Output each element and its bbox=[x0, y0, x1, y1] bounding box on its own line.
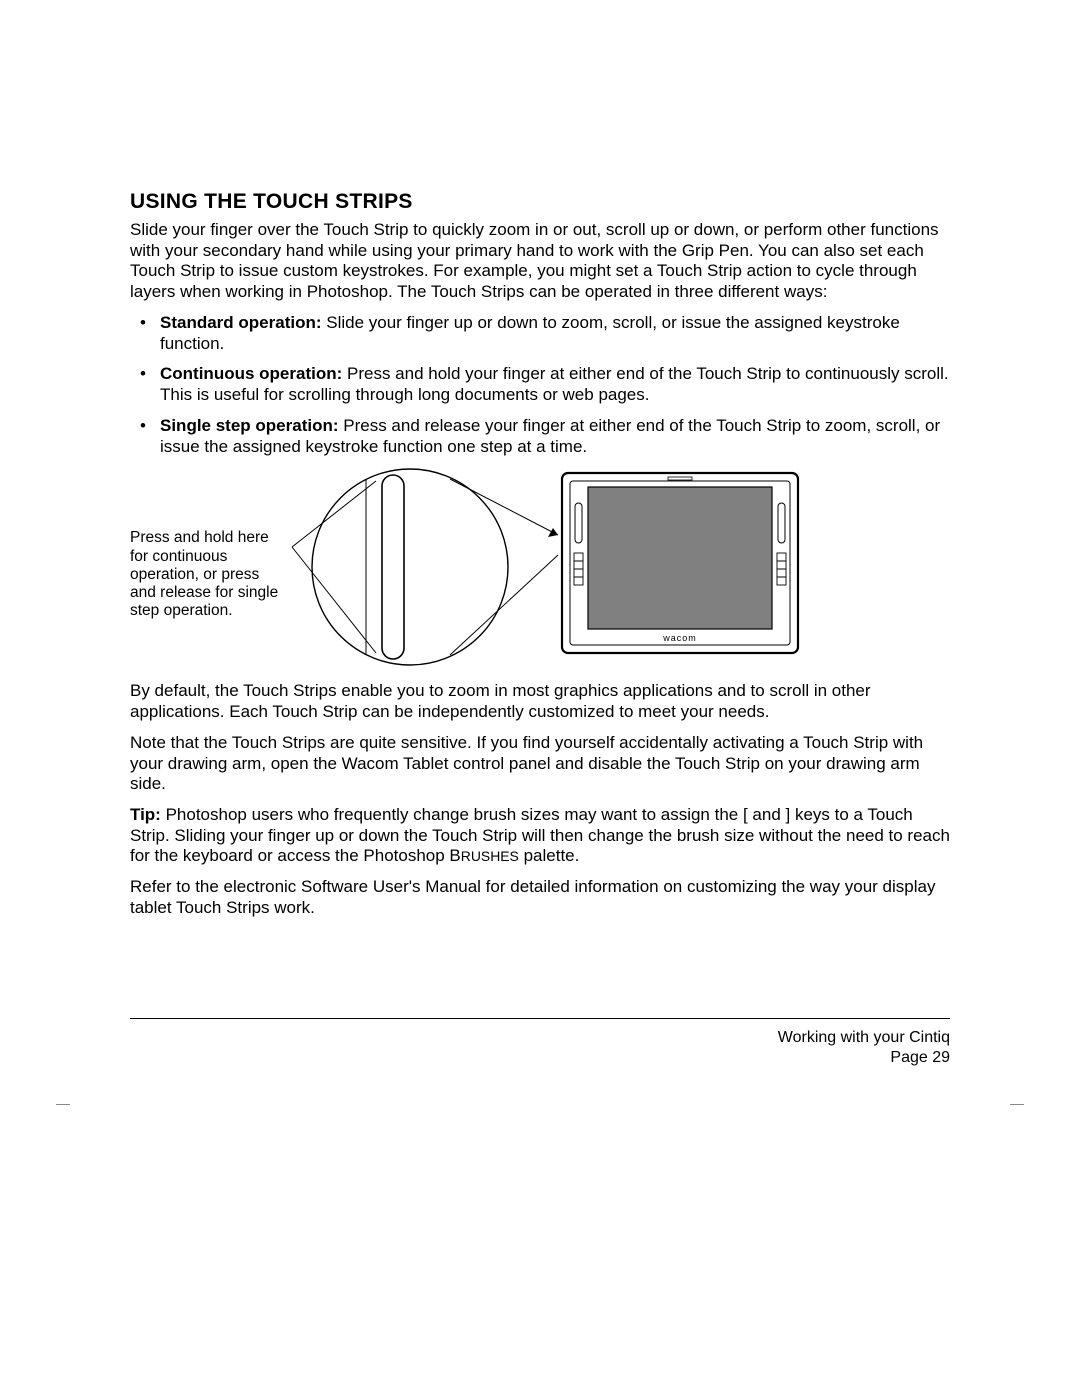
footer-page-number: Page 29 bbox=[890, 1049, 950, 1066]
page-footer: Working with your Cintiq Page 29 bbox=[778, 1028, 950, 1068]
tablet-brand-label: wacom bbox=[662, 633, 697, 643]
arrowhead-icon bbox=[548, 528, 558, 537]
figure-row: Press and hold here for continuous opera… bbox=[130, 467, 950, 667]
section-heading: USING THE TOUCH STRIPS bbox=[130, 190, 950, 214]
default-behaviour-paragraph: By default, the Touch Strips enable you … bbox=[130, 681, 950, 722]
tip-label: Tip: bbox=[130, 805, 161, 824]
bullet-label: Standard operation: bbox=[160, 313, 322, 332]
refer-paragraph: Refer to the electronic Software User's … bbox=[130, 877, 950, 918]
bullet-label: Single step operation: bbox=[160, 416, 339, 435]
tip-paragraph: Tip: Photoshop users who frequently chan… bbox=[130, 805, 950, 867]
tip-text-after: palette. bbox=[519, 846, 580, 865]
operation-modes-list: Standard operation: Slide your finger up… bbox=[130, 313, 950, 457]
touchstrip-diagram: wacom bbox=[290, 467, 950, 667]
footer-rule bbox=[130, 1018, 950, 1019]
figure-caption: Press and hold here for continuous opera… bbox=[130, 529, 280, 620]
intro-paragraph: Slide your finger over the Touch Strip t… bbox=[130, 220, 950, 303]
magnifier-circle bbox=[312, 467, 508, 667]
list-item: Continuous operation: Press and hold you… bbox=[130, 364, 950, 405]
tablet-illustration: wacom bbox=[562, 473, 798, 653]
content-column: USING THE TOUCH STRIPS Slide your finger… bbox=[130, 190, 950, 929]
crop-mark bbox=[56, 1104, 70, 1105]
crop-mark bbox=[1010, 1104, 1024, 1105]
manual-page: USING THE TOUCH STRIPS Slide your finger… bbox=[0, 0, 1080, 1397]
list-item: Single step operation: Press and release… bbox=[130, 416, 950, 457]
sensitivity-paragraph: Note that the Touch Strips are quite sen… bbox=[130, 733, 950, 795]
footer-chapter: Working with your Cintiq bbox=[778, 1029, 950, 1046]
bullet-label: Continuous operation: bbox=[160, 364, 342, 383]
list-item: Standard operation: Slide your finger up… bbox=[130, 313, 950, 354]
tip-smallcaps: RUSHES bbox=[461, 848, 519, 864]
